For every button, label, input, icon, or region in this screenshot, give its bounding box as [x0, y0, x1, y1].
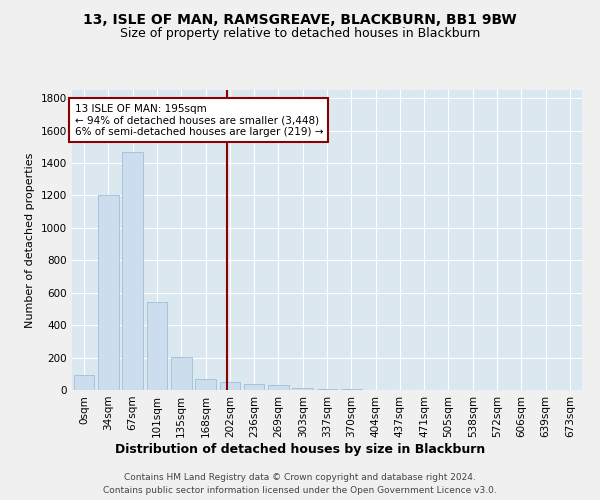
Bar [195, 379, 216, 390]
Text: Contains public sector information licensed under the Open Government Licence v3: Contains public sector information licen… [103, 486, 497, 495]
Bar [74, 376, 94, 390]
Bar [268, 385, 289, 390]
Bar [122, 152, 143, 390]
Bar [244, 384, 265, 390]
Text: 13, ISLE OF MAN, RAMSGREAVE, BLACKBURN, BB1 9BW: 13, ISLE OF MAN, RAMSGREAVE, BLACKBURN, … [83, 12, 517, 26]
Bar [220, 382, 240, 390]
Bar [171, 357, 191, 390]
Text: Size of property relative to detached houses in Blackburn: Size of property relative to detached ho… [120, 28, 480, 40]
Bar [292, 388, 313, 390]
Y-axis label: Number of detached properties: Number of detached properties [25, 152, 35, 328]
Bar [317, 388, 337, 390]
Text: Contains HM Land Registry data © Crown copyright and database right 2024.: Contains HM Land Registry data © Crown c… [124, 472, 476, 482]
Text: Distribution of detached houses by size in Blackburn: Distribution of detached houses by size … [115, 442, 485, 456]
Bar [98, 196, 119, 390]
Bar [146, 302, 167, 390]
Bar [341, 389, 362, 390]
Text: 13 ISLE OF MAN: 195sqm
← 94% of detached houses are smaller (3,448)
6% of semi-d: 13 ISLE OF MAN: 195sqm ← 94% of detached… [74, 104, 323, 136]
